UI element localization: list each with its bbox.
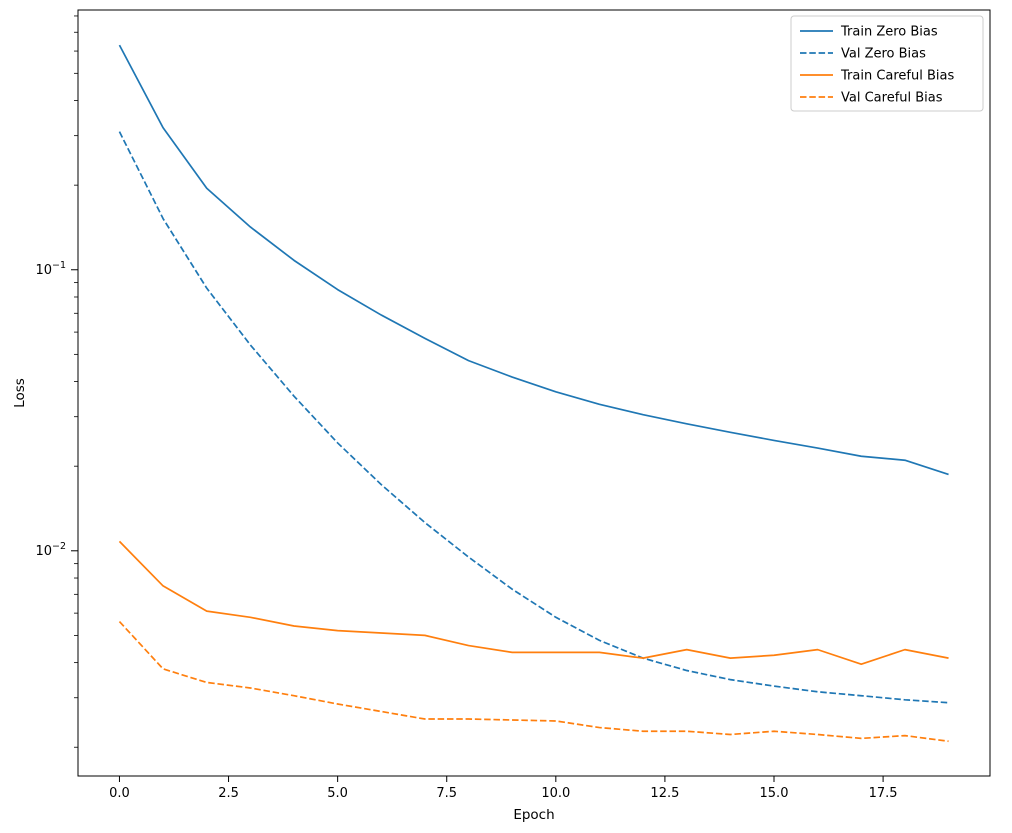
series-line-val-careful-bias [118,620,949,743]
series-line-train-zero-bias [118,44,949,476]
x-tick-label: 15.0 [760,786,789,801]
series-line-train-careful-bias [118,540,949,666]
x-tick-label: 2.5 [218,786,239,801]
x-tick-label: 0.0 [109,786,130,801]
legend-label-train-careful-bias: Train Careful Bias [840,69,954,84]
y-tick-label: 10−2 [35,541,66,559]
legend-label-val-zero-bias: Val Zero Bias [841,47,926,62]
y-axis-label: Loss [12,378,28,408]
x-tick-label: 10.0 [541,786,570,801]
legend-box [790,15,984,112]
x-tick-label: 7.5 [436,786,457,801]
x-tick-label: 5.0 [327,786,348,801]
x-tick-label: 17.5 [869,786,898,801]
series-line-val-zero-bias [118,131,949,704]
legend-label-val-careful-bias: Val Careful Bias [841,91,943,106]
plot-area [77,9,991,777]
legend-label-train-zero-bias: Train Zero Bias [840,25,938,40]
y-tick-label: 10−1 [35,260,66,278]
x-tick-label: 12.5 [650,786,679,801]
x-axis-label: Epoch [513,807,554,823]
